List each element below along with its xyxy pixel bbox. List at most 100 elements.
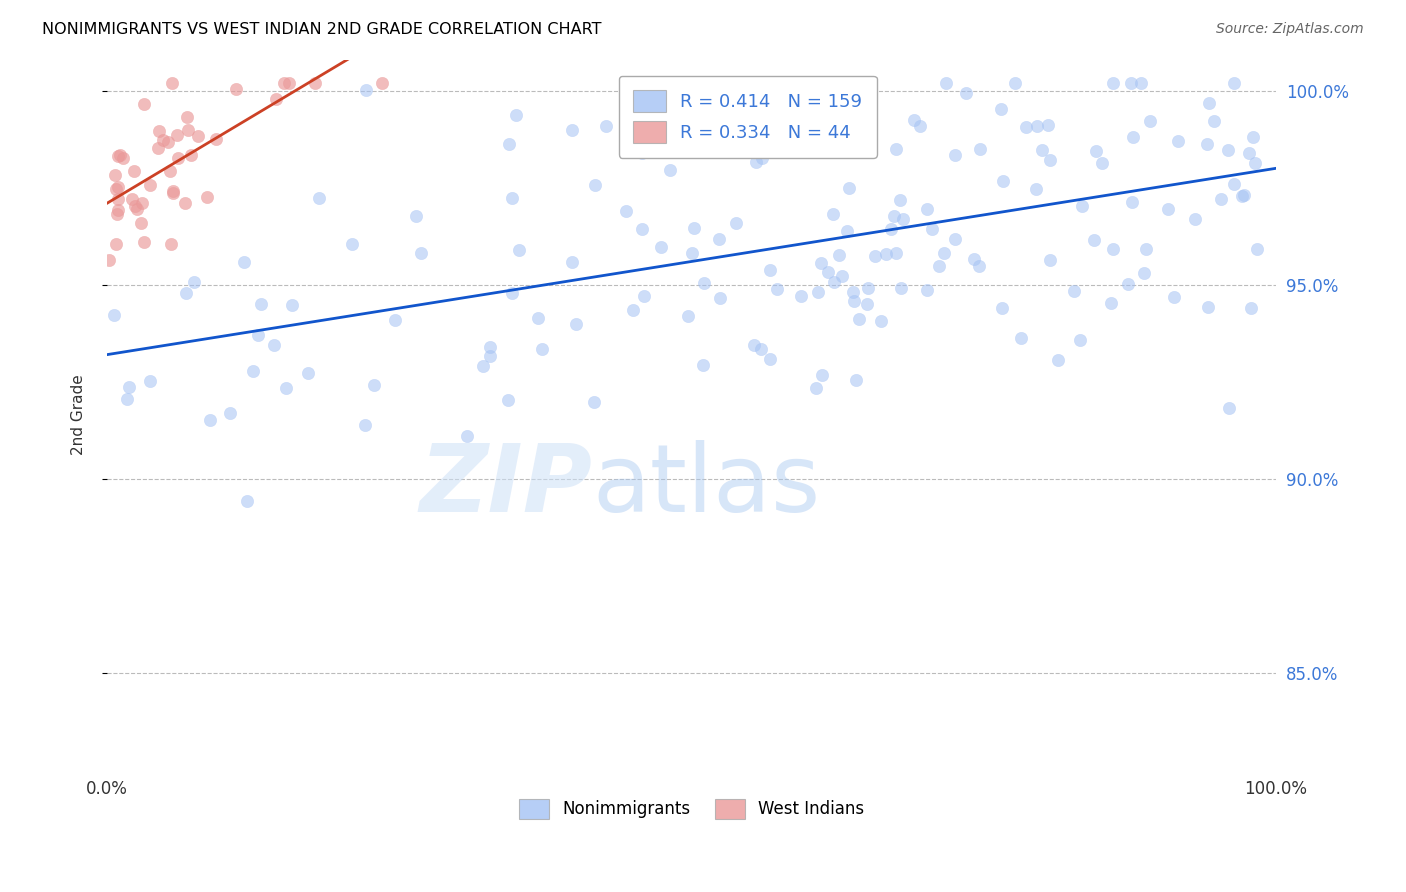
- Point: [1039, 153, 1062, 167]
- Point: [693, 277, 716, 291]
- Point: [889, 194, 911, 208]
- Text: NONIMMIGRANTS VS WEST INDIAN 2ND GRADE CORRELATION CHART: NONIMMIGRANTS VS WEST INDIAN 2ND GRADE C…: [42, 22, 602, 37]
- Point: [621, 302, 644, 317]
- Point: [1063, 284, 1085, 298]
- Point: [955, 86, 977, 100]
- Point: [807, 285, 830, 299]
- Point: [177, 123, 200, 137]
- Point: [195, 190, 218, 204]
- Point: [595, 119, 617, 133]
- Text: ZIP: ZIP: [419, 440, 592, 532]
- Point: [1223, 76, 1246, 90]
- Point: [709, 291, 731, 305]
- Point: [411, 246, 433, 260]
- Point: [107, 203, 129, 218]
- Point: [242, 363, 264, 377]
- Point: [935, 76, 957, 90]
- Point: [276, 381, 298, 395]
- Point: [108, 148, 131, 162]
- Point: [1163, 290, 1185, 304]
- Point: [132, 235, 155, 249]
- Point: [751, 151, 773, 165]
- Point: [187, 128, 209, 143]
- Point: [152, 133, 174, 147]
- Point: [614, 204, 637, 219]
- Point: [139, 178, 162, 192]
- Point: [180, 148, 202, 162]
- Point: [121, 192, 143, 206]
- Point: [117, 392, 139, 406]
- Point: [225, 82, 247, 96]
- Point: [111, 151, 134, 165]
- Point: [1130, 76, 1153, 90]
- Point: [530, 343, 553, 357]
- Point: [943, 232, 966, 246]
- Point: [1083, 233, 1105, 247]
- Point: [105, 237, 128, 252]
- Point: [479, 340, 502, 354]
- Point: [631, 146, 654, 161]
- Point: [277, 76, 299, 90]
- Point: [160, 236, 183, 251]
- Point: [176, 111, 198, 125]
- Point: [125, 202, 148, 217]
- Point: [934, 245, 956, 260]
- Point: [478, 349, 501, 363]
- Point: [745, 155, 768, 169]
- Point: [138, 374, 160, 388]
- Point: [1139, 114, 1161, 128]
- Point: [1046, 352, 1069, 367]
- Point: [129, 216, 152, 230]
- Point: [501, 285, 523, 300]
- Point: [105, 182, 128, 196]
- Point: [707, 232, 730, 246]
- Point: [751, 343, 773, 357]
- Point: [630, 222, 652, 236]
- Point: [304, 76, 326, 90]
- Point: [263, 338, 285, 352]
- Point: [810, 256, 832, 270]
- Point: [910, 120, 932, 134]
- Point: [1015, 120, 1038, 135]
- Point: [384, 313, 406, 327]
- Point: [870, 314, 893, 328]
- Point: [842, 294, 865, 309]
- Point: [865, 248, 887, 262]
- Point: [790, 289, 813, 303]
- Point: [1101, 76, 1123, 90]
- Point: [928, 260, 950, 274]
- Point: [371, 76, 394, 90]
- Point: [501, 191, 523, 205]
- Point: [1025, 182, 1047, 196]
- Point: [893, 212, 915, 227]
- Point: [823, 276, 845, 290]
- Point: [124, 199, 146, 213]
- Point: [1026, 120, 1049, 134]
- Point: [174, 195, 197, 210]
- Point: [1157, 202, 1180, 217]
- Point: [236, 494, 259, 508]
- Point: [683, 221, 706, 235]
- Point: [405, 209, 427, 223]
- Point: [991, 174, 1014, 188]
- Point: [681, 246, 703, 260]
- Point: [742, 338, 765, 352]
- Point: [1091, 156, 1114, 170]
- Point: [583, 178, 606, 193]
- Point: [1132, 267, 1154, 281]
- Point: [915, 202, 938, 217]
- Point: [1218, 143, 1240, 157]
- Point: [835, 224, 858, 238]
- Point: [104, 168, 127, 182]
- Point: [107, 148, 129, 162]
- Text: atlas: atlas: [592, 440, 821, 532]
- Point: [1069, 333, 1091, 347]
- Point: [831, 268, 853, 283]
- Point: [650, 240, 672, 254]
- Point: [508, 243, 530, 257]
- Point: [107, 180, 129, 194]
- Point: [1233, 188, 1256, 202]
- Point: [159, 163, 181, 178]
- Point: [1222, 177, 1244, 191]
- Point: [103, 308, 125, 322]
